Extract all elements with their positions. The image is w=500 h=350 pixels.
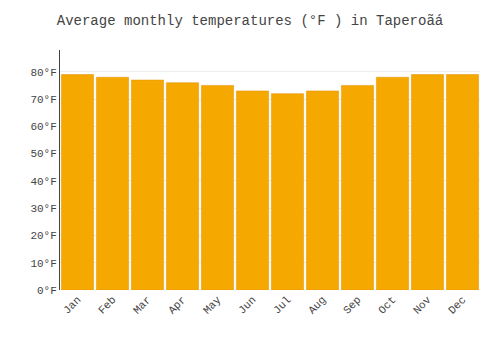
svg-text:Mar: Mar (131, 294, 153, 316)
svg-text:30°F: 30°F (30, 203, 56, 215)
svg-text:May: May (201, 294, 224, 317)
svg-text:10°F: 10°F (30, 258, 56, 270)
svg-text:Jul: Jul (271, 294, 293, 316)
svg-text:Jun: Jun (236, 294, 258, 316)
svg-text:60°F: 60°F (30, 121, 56, 133)
svg-text:Jan: Jan (61, 294, 83, 316)
svg-text:Dec: Dec (446, 294, 468, 316)
svg-text:0°F: 0°F (37, 285, 57, 297)
svg-text:Apr: Apr (166, 294, 188, 316)
svg-text:Feb: Feb (96, 294, 118, 316)
svg-text:70°F: 70°F (30, 94, 56, 106)
svg-text:Oct: Oct (376, 294, 398, 316)
svg-text:20°F: 20°F (30, 230, 56, 242)
svg-text:Sep: Sep (341, 294, 363, 316)
svg-text:Aug: Aug (306, 294, 328, 316)
svg-text:40°F: 40°F (30, 176, 56, 188)
svg-text:Nov: Nov (411, 294, 434, 317)
svg-text:Average monthly temperatures (: Average monthly temperatures (°F ) in Ta… (57, 13, 443, 29)
svg-text:50°F: 50°F (30, 148, 56, 160)
svg-text:80°F: 80°F (30, 67, 56, 79)
